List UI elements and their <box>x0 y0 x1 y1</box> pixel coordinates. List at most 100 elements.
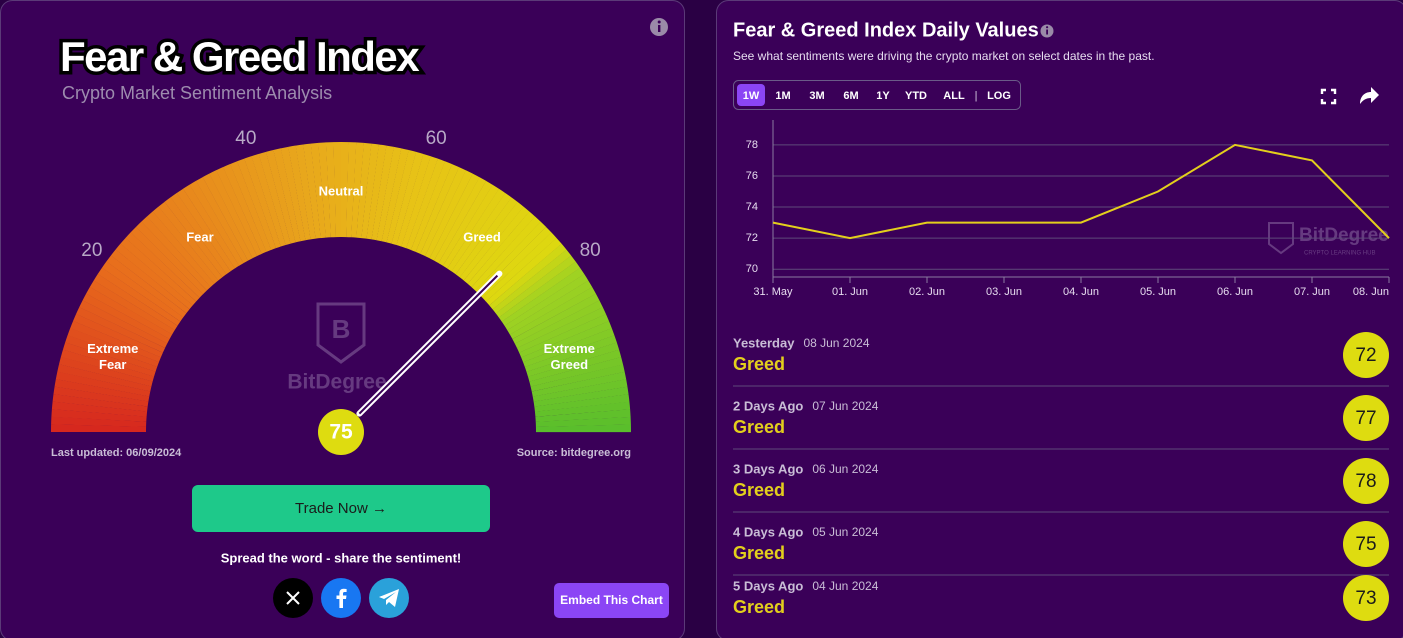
share-icon[interactable] <box>1360 87 1379 104</box>
gauge-arc-slice <box>492 249 572 314</box>
x-tick-label: 06. Jun <box>1217 286 1253 298</box>
needle-core <box>358 274 499 415</box>
gauge-arc-slice <box>333 142 342 238</box>
gauge-arc-slice <box>183 184 240 269</box>
gauge-arc-slice <box>442 184 500 269</box>
gauge-arc-slice <box>125 232 200 302</box>
gauge-arc-slice <box>489 243 567 310</box>
share-text: Spread the word - share the sentiment! <box>221 550 462 565</box>
watermark: B BitDegree <box>287 302 387 394</box>
gauge-arc-slice <box>51 416 147 427</box>
gauge-arc-slice <box>356 142 372 239</box>
x-tick-label: 08. Jun <box>1353 286 1389 298</box>
share-x[interactable] <box>273 578 313 618</box>
gauge-arc-slice <box>189 180 244 266</box>
gauge-arc-slice <box>396 153 431 247</box>
history-when: 5 Days Ago <box>733 578 803 593</box>
zone-label: Extreme Greed <box>544 341 595 372</box>
gauge-arc-slice <box>485 237 562 306</box>
range-button[interactable]: YTD <box>905 90 927 102</box>
history-when: Yesterday <box>733 335 795 350</box>
gauge-arc-slice <box>534 401 631 417</box>
history-label: Greed <box>733 354 785 374</box>
gauge-arc-slice <box>424 170 473 259</box>
gauge-arc-slice <box>459 201 524 281</box>
chart-subtitle: See what sentiments were driving the cry… <box>733 49 1155 63</box>
history-date: 04 Jun 2024 <box>812 579 878 593</box>
share-facebook[interactable] <box>321 578 361 618</box>
gauge-arc-slice <box>295 144 316 240</box>
zone-label: Greed <box>463 229 501 244</box>
range-button[interactable]: 1Y <box>876 90 890 102</box>
history-value: 77 <box>1355 408 1376 429</box>
gauge-arc-slice <box>55 371 151 397</box>
gauge-arc-slice <box>529 356 624 387</box>
history-row: 3 Days Ago 06 Jun 2024 Greed 78 <box>733 458 1389 513</box>
gauge-arc-slice <box>51 401 148 417</box>
gauge-arc-slice <box>471 216 541 291</box>
gauge-tick-label: 60 <box>426 128 447 149</box>
gauge-arc-slice <box>535 424 631 433</box>
gauge-arc-slice <box>455 197 518 278</box>
gauge-arc-slice <box>434 177 487 264</box>
fullscreen-icon[interactable] <box>1320 88 1337 105</box>
gauge-arc-slice <box>106 255 187 318</box>
range-button[interactable]: 3M <box>809 90 824 102</box>
share-telegram[interactable] <box>369 578 409 618</box>
y-tick-label: 78 <box>746 139 758 151</box>
range-button[interactable]: 1W <box>737 84 765 106</box>
gauge-arc-slice <box>209 170 258 259</box>
range-button-label: 1M <box>775 90 790 102</box>
gauge-arc-slice <box>280 146 306 242</box>
gauge-arc-slice <box>429 173 480 261</box>
history-row: 2 Days Ago 07 Jun 2024 Greed 77 <box>733 395 1389 450</box>
history-label: Greed <box>733 480 785 500</box>
range-button-label: ALL <box>943 90 965 102</box>
gauge-arc-slice <box>420 167 466 257</box>
history-label: Greed <box>733 543 785 563</box>
gauge-arc-slice <box>531 371 627 397</box>
embed-button[interactable]: Embed This Chart <box>554 583 669 618</box>
trade-button-label: Trade Now → <box>295 500 387 517</box>
line-chart: 1W 1M 3M 6M 1Y YTD ALL LOG BitDegree CRYPTO LEARN… <box>737 84 1390 298</box>
gauge-arc-slice <box>79 300 168 349</box>
trade-button[interactable]: Trade Now → <box>192 485 490 532</box>
gauge-arc-slice <box>514 300 603 349</box>
gauge-arc-slice <box>346 142 357 238</box>
watermark-shield <box>1268 222 1294 255</box>
x-tick-label: 07. Jun <box>1294 286 1330 298</box>
range-button[interactable]: ALL <box>943 90 965 102</box>
info-icon[interactable] <box>1040 24 1054 38</box>
range-button[interactable]: LOG <box>987 90 1011 102</box>
gauge-arc-slice <box>451 193 512 275</box>
gauge-arc-slice <box>273 148 301 243</box>
gauge-arc-slice <box>415 164 460 254</box>
gauge-arc-slice <box>361 143 380 239</box>
history-label: Greed <box>733 417 785 437</box>
gauge-arc-slice <box>158 201 223 281</box>
chart-watermark: BitDegree CRYPTO LEARNING HUB <box>1268 222 1389 257</box>
gauge-arc-slice <box>251 153 286 247</box>
gauge-arc-slice <box>102 261 184 322</box>
gauge-arc-slice <box>265 149 296 244</box>
gauge-arc-slice <box>170 192 231 275</box>
gauge-arc-slice <box>521 321 612 363</box>
gauge-arc-slice <box>325 142 336 238</box>
gauge-arc-slice <box>535 416 631 427</box>
info-icon[interactable] <box>650 18 668 36</box>
gauge-arc-slice <box>509 287 596 340</box>
range-button[interactable]: 1M <box>775 90 790 102</box>
zone-label: Fear <box>186 229 213 244</box>
history-date: 06 Jun 2024 <box>812 462 878 476</box>
gauge-arc-slice <box>73 313 163 358</box>
gauge-arc-slice <box>495 255 576 318</box>
gauge-arc-slice <box>504 274 589 331</box>
range-button[interactable]: 6M <box>843 90 858 102</box>
gauge-arc-slice <box>517 307 606 353</box>
range-selector <box>733 80 1021 110</box>
history-value-dot <box>1343 395 1389 441</box>
gauge-arc-slice <box>519 314 609 358</box>
gauge-arc-slice <box>54 379 150 402</box>
gauge-arc-slice <box>498 261 581 322</box>
